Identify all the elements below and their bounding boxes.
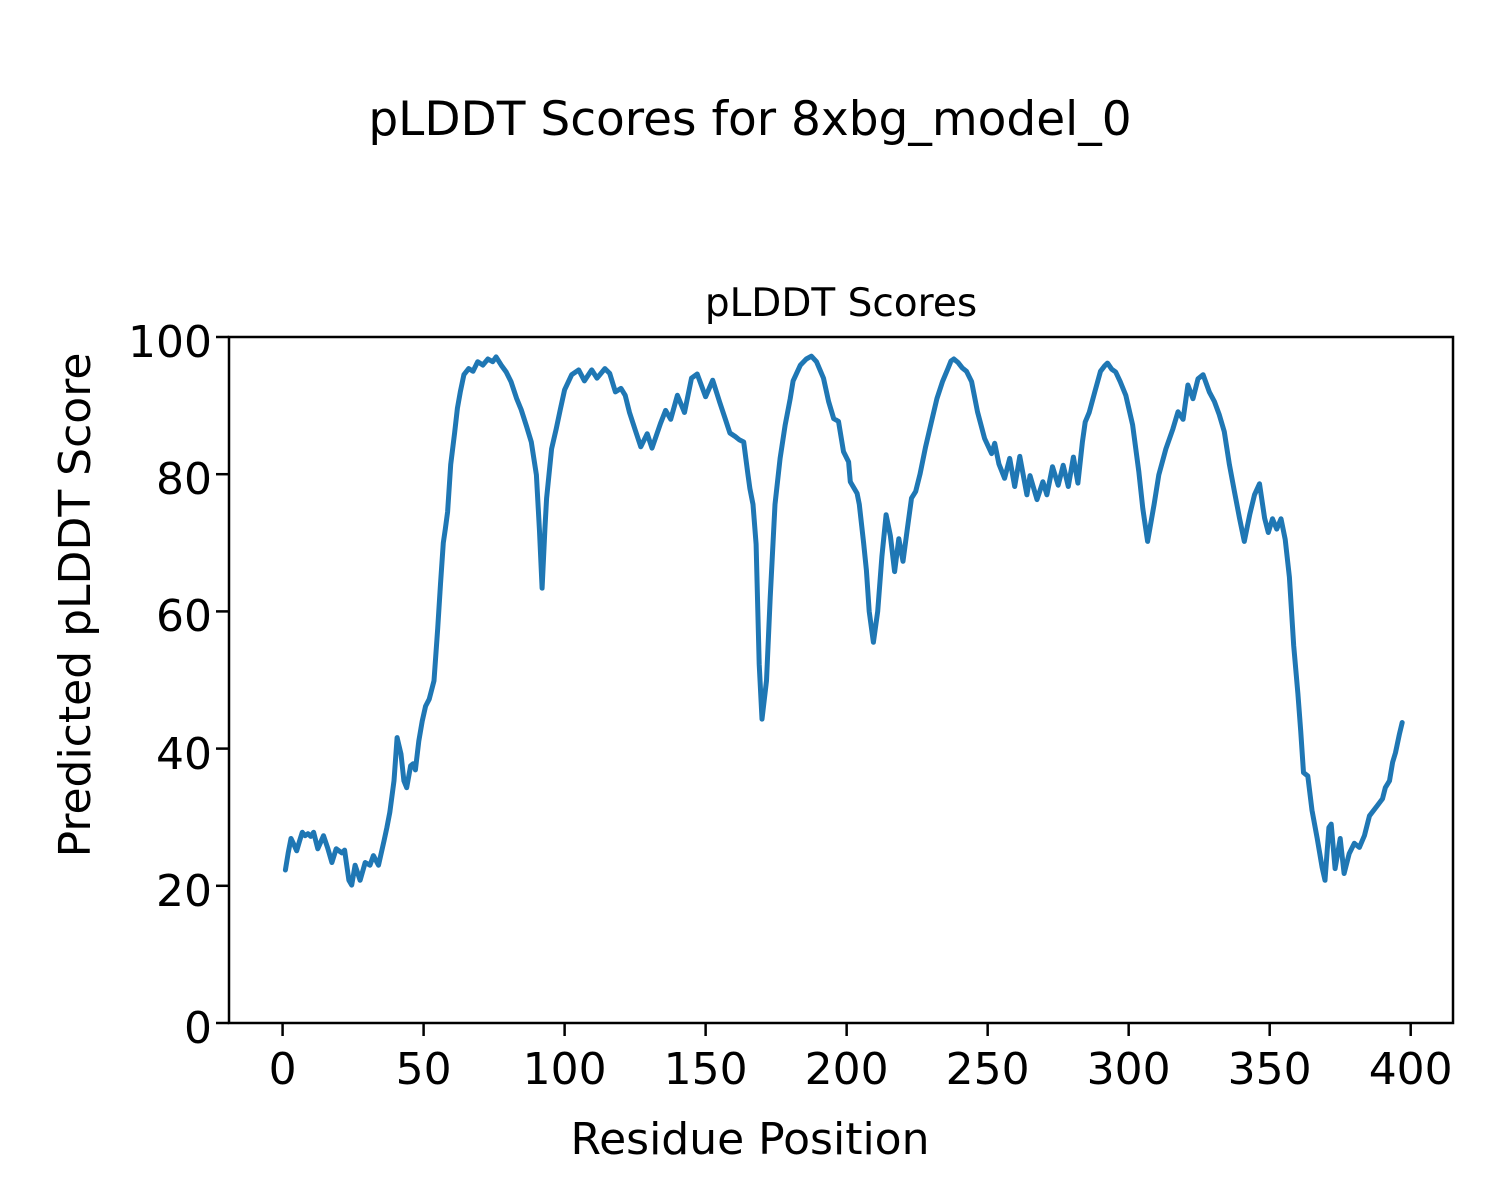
plddt-line: [282, 353, 1405, 888]
x-tick-label: 100: [522, 1044, 607, 1095]
x-tick-label: 300: [1086, 1044, 1171, 1095]
figure-title: pLDDT Scores for 8xbg_model_0: [368, 92, 1132, 147]
axes-spines: [227, 335, 1455, 1025]
axes-title: pLDDT Scores: [704, 281, 978, 326]
y-tick-label: 100: [128, 317, 212, 368]
x-tick-label: 0: [268, 1044, 297, 1095]
y-tick-label: 20: [156, 865, 212, 917]
x-tick-label: 350: [1227, 1044, 1312, 1095]
y-tick-label: 40: [156, 728, 212, 780]
x-axis-label: Residue Position: [570, 1114, 930, 1165]
x-tick-label: 200: [804, 1044, 889, 1095]
y-tick-label: 60: [156, 591, 212, 643]
x-tick-label: 50: [395, 1044, 452, 1095]
x-tick-label: 400: [1368, 1044, 1453, 1095]
y-tick-label: 0: [184, 1003, 212, 1054]
y-tick-label: 80: [156, 454, 212, 506]
x-tick-label: 150: [663, 1044, 748, 1095]
x-tick-label: 250: [945, 1044, 1030, 1095]
